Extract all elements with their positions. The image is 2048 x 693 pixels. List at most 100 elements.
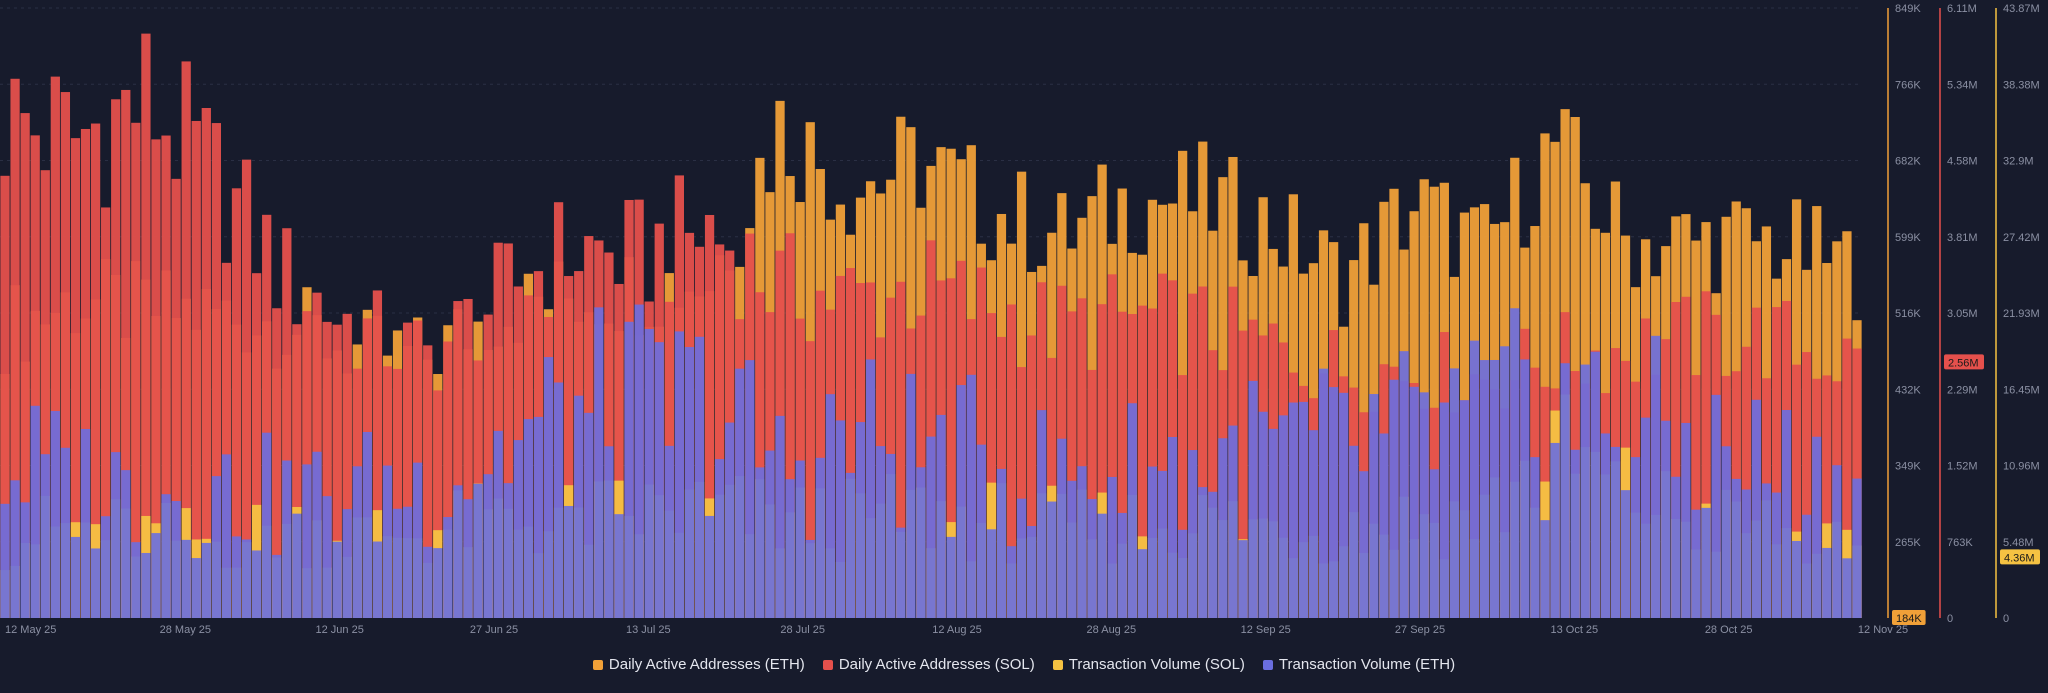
bar [131, 122, 141, 618]
bar [1016, 498, 1027, 618]
bar [785, 479, 795, 618]
legend: Daily Active Addresses (ETH) Daily Activ… [0, 656, 2048, 673]
bar [1369, 394, 1379, 618]
x-tick-label: 13 Oct 25 [1550, 624, 1598, 636]
tick-label: 849K [1895, 3, 1921, 15]
legend-swatch [1262, 659, 1273, 670]
bar [423, 546, 433, 618]
bar [735, 368, 745, 618]
bar [996, 468, 1007, 618]
bar [1630, 457, 1641, 618]
tick-label: 16.45M [2003, 384, 2040, 396]
legend-item-sol-volume[interactable]: Transaction Volume (SOL) [1052, 656, 1245, 673]
bar [745, 360, 755, 618]
bar [1077, 466, 1087, 618]
bar [1751, 399, 1761, 618]
bar [1429, 469, 1439, 618]
tick-label: 21.93M [2003, 308, 2040, 320]
bar [1178, 529, 1188, 618]
bar [1208, 491, 1218, 618]
bar [262, 432, 272, 618]
tick-label: 432K [1895, 384, 1921, 396]
bar [574, 395, 584, 618]
bar [141, 33, 151, 618]
bar [171, 178, 181, 618]
bar [674, 331, 684, 618]
bar [916, 467, 926, 618]
bar [986, 529, 997, 618]
legend-item-eth-addresses[interactable]: Daily Active Addresses (ETH) [592, 656, 805, 673]
bar [896, 281, 906, 618]
bar [1459, 400, 1470, 618]
bar [392, 508, 403, 618]
bar [241, 539, 252, 618]
bar [121, 89, 131, 618]
bar [1157, 470, 1168, 618]
bar [252, 273, 262, 618]
tick-label: 5.34M [1947, 79, 1978, 91]
bar [141, 552, 151, 618]
bar [715, 244, 725, 618]
bar [20, 113, 30, 618]
bar [715, 459, 725, 618]
bar [1802, 514, 1812, 618]
bar-series-layer [0, 33, 1862, 618]
bar [1560, 363, 1570, 618]
bar [1147, 466, 1158, 618]
bar [1047, 501, 1057, 618]
bar [644, 328, 654, 618]
bar [614, 283, 624, 618]
bar [231, 536, 242, 618]
bar [1228, 425, 1238, 618]
bar [1691, 375, 1701, 618]
bar [1842, 558, 1852, 618]
bar [1661, 420, 1671, 618]
bar [292, 324, 302, 618]
bar [282, 228, 292, 618]
bar [1520, 359, 1530, 618]
bar [60, 447, 71, 618]
bar [181, 539, 191, 618]
bar [322, 496, 332, 618]
bar [704, 515, 715, 618]
legend-item-eth-volume[interactable]: Transaction Volume (ETH) [1262, 656, 1456, 673]
bar [1741, 489, 1751, 618]
bar [252, 550, 262, 618]
bar [503, 243, 513, 618]
bar [483, 474, 493, 618]
bar [121, 470, 131, 618]
bar [101, 516, 111, 618]
bar [191, 120, 201, 618]
bar [171, 501, 181, 618]
legend-label: Transaction Volume (ETH) [1278, 656, 1456, 673]
bar [1681, 422, 1691, 618]
legend-item-sol-addresses[interactable]: Daily Active Addresses (SOL) [822, 656, 1035, 673]
tick-label: 599K [1895, 232, 1921, 244]
bar [1419, 392, 1429, 618]
tick-label: 38.38M [2003, 79, 2040, 91]
bar [50, 76, 60, 618]
x-tick-label: 28 Aug 25 [1087, 624, 1137, 636]
bar [211, 123, 221, 618]
bar [402, 506, 413, 618]
bar [1399, 351, 1409, 618]
bar [1318, 368, 1329, 618]
bar [1822, 375, 1832, 618]
x-tick-label: 12 Sep 25 [1241, 624, 1291, 636]
bar [332, 541, 342, 618]
bar [1057, 438, 1067, 618]
bar [372, 541, 383, 618]
bar [80, 428, 91, 618]
tick-label: 4.58M [1947, 156, 1978, 168]
bar [151, 139, 161, 618]
bar [1107, 274, 1117, 618]
bar [664, 445, 674, 618]
bar [503, 483, 513, 618]
bar [493, 242, 503, 618]
bar [1238, 540, 1248, 618]
bar [1590, 351, 1600, 618]
bar [1822, 547, 1832, 618]
bar [986, 313, 997, 618]
bar [906, 373, 916, 618]
